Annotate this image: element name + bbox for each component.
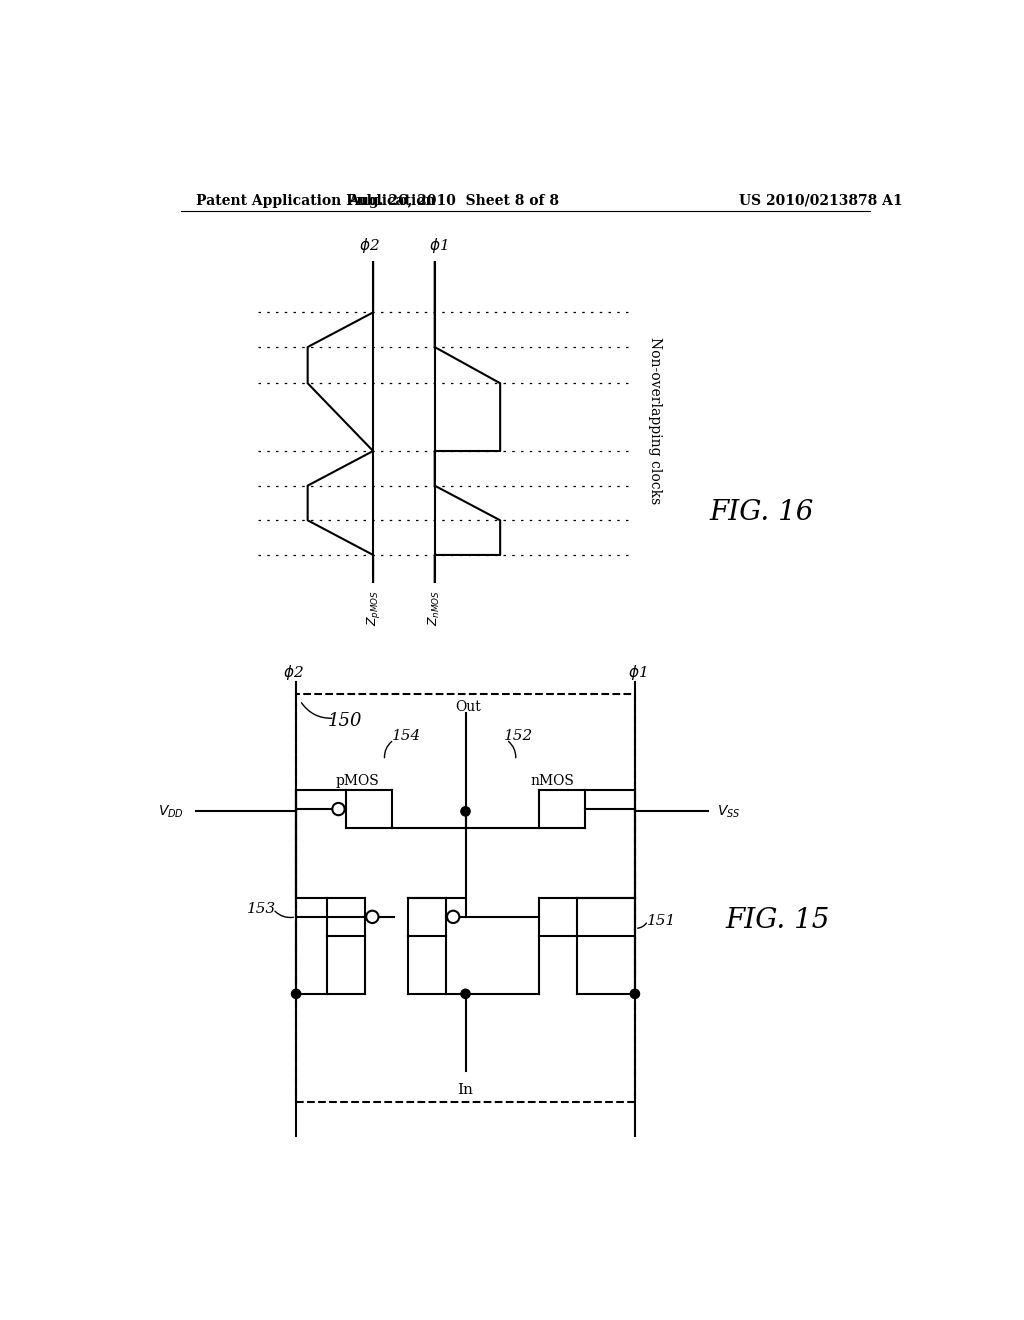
Circle shape <box>292 989 301 998</box>
Text: $\phi$2: $\phi$2 <box>284 663 304 682</box>
Text: 153: 153 <box>247 902 276 916</box>
Text: $V_{DD}$: $V_{DD}$ <box>159 803 184 820</box>
Circle shape <box>333 803 345 816</box>
Text: $\phi$2: $\phi$2 <box>358 236 380 255</box>
Circle shape <box>631 989 640 998</box>
Circle shape <box>367 911 379 923</box>
Circle shape <box>461 807 470 816</box>
Text: 151: 151 <box>647 913 677 928</box>
Text: pMOS: pMOS <box>336 774 380 788</box>
Text: $V_{SS}$: $V_{SS}$ <box>717 803 740 820</box>
Text: $Z_{pMOS}$: $Z_{pMOS}$ <box>365 590 382 626</box>
Text: In: In <box>458 1084 473 1097</box>
Text: 152: 152 <box>504 729 534 743</box>
Text: Aug. 26, 2010  Sheet 8 of 8: Aug. 26, 2010 Sheet 8 of 8 <box>348 194 559 207</box>
Text: $Z_{nMOS}$: $Z_{nMOS}$ <box>427 590 442 626</box>
Text: FIG. 15: FIG. 15 <box>725 907 829 935</box>
Text: US 2010/0213878 A1: US 2010/0213878 A1 <box>739 194 902 207</box>
Text: Out: Out <box>455 700 480 714</box>
Text: 150: 150 <box>328 711 361 730</box>
Text: nMOS: nMOS <box>530 774 574 788</box>
Text: Patent Application Publication: Patent Application Publication <box>196 194 435 207</box>
Text: FIG. 16: FIG. 16 <box>710 499 814 527</box>
Circle shape <box>447 911 460 923</box>
Circle shape <box>461 989 470 998</box>
Bar <box>296 693 635 1102</box>
Text: $\phi$1: $\phi$1 <box>628 663 646 682</box>
Text: $\phi$1: $\phi$1 <box>429 236 447 255</box>
Text: 154: 154 <box>392 729 422 743</box>
Text: Non-overlapping clocks: Non-overlapping clocks <box>648 337 662 504</box>
